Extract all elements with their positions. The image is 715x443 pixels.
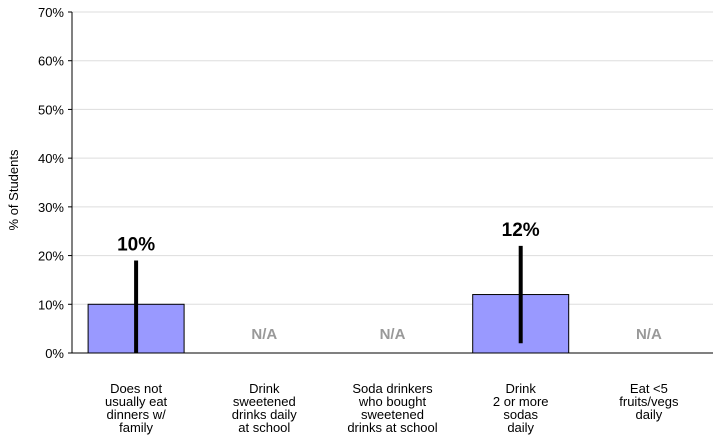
category-label-line: family xyxy=(119,420,153,435)
data-labels: 10% N/A N/A 12% N/A xyxy=(117,220,662,343)
na-label: N/A xyxy=(380,326,406,343)
y-tick-label: 50% xyxy=(38,102,64,117)
category-label-line: Does not xyxy=(110,381,162,396)
category-label-line: sweetened xyxy=(233,394,296,409)
category-label-line: Eat <5 xyxy=(630,381,668,396)
category-label-line: sweetened xyxy=(361,407,424,422)
y-tick-labels: 0% 10% 20% 30% 40% 50% 60% 70% xyxy=(38,5,64,361)
category-label-line: daily xyxy=(636,407,663,422)
y-tick-label: 40% xyxy=(38,151,64,166)
category-label-line: usually eat xyxy=(105,394,168,409)
category-label-line: drinks daily xyxy=(232,407,298,422)
category-label-line: dinners w/ xyxy=(106,407,166,422)
data-label: 10% xyxy=(117,234,155,255)
category-label-line: drinks at school xyxy=(347,420,437,435)
category-label-line: who bought xyxy=(358,394,427,409)
category-label-line: daily xyxy=(507,420,534,435)
axes xyxy=(68,11,713,354)
category-label-line: at school xyxy=(238,420,290,435)
gridlines xyxy=(72,11,713,305)
bars xyxy=(87,294,570,354)
category-label-line: Soda drinkers xyxy=(352,381,433,396)
category-label: Eat <5 fruits/vegs daily xyxy=(619,381,679,422)
category-label: Drink 2 or more sodas daily xyxy=(493,381,549,435)
category-labels: Does not usually eat dinners w/family Drink… xyxy=(105,381,679,435)
y-tick-label: 20% xyxy=(38,249,64,264)
na-label: N/A xyxy=(636,326,662,343)
category-label: Drink sweetened drinks daily at school xyxy=(232,381,298,435)
y-tick-label: 10% xyxy=(38,297,64,312)
data-label: 12% xyxy=(502,220,540,241)
y-tick-label: 70% xyxy=(38,5,64,20)
y-tick-label: 60% xyxy=(38,54,64,69)
na-label: N/A xyxy=(251,326,277,343)
category-label: Soda drinkers who bought sweetened drinks a… xyxy=(347,381,437,435)
y-tick-label: 0% xyxy=(45,346,64,361)
category-label-line: 2 or more xyxy=(493,394,549,409)
category-label-line: Drink xyxy=(249,381,280,396)
y-tick-label: 30% xyxy=(38,200,64,215)
error-bars xyxy=(134,245,523,353)
y-axis-title: % of Students xyxy=(6,149,21,230)
category-label: Does not usually eat dinners w/family xyxy=(105,381,168,435)
category-label-line: sodas xyxy=(503,407,538,422)
category-label-line: Drink xyxy=(506,381,537,396)
category-label-line: fruits/vegs xyxy=(619,394,679,409)
